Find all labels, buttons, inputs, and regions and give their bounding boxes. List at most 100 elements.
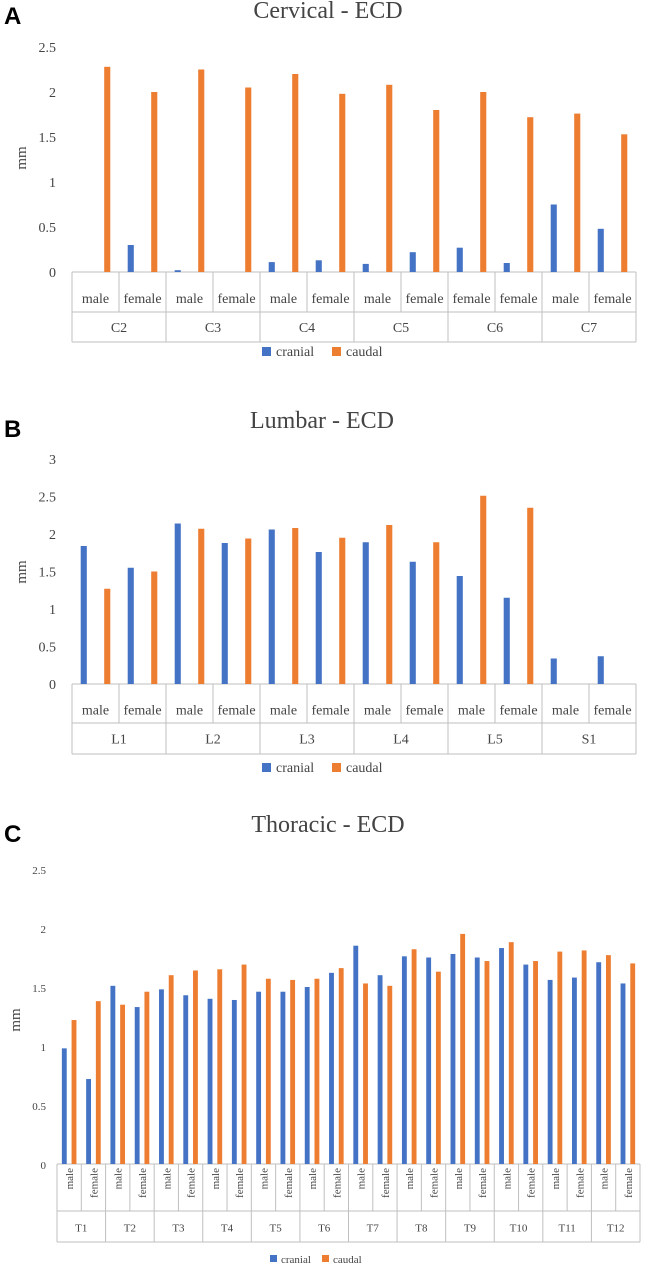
bar-caudal-a [574,113,581,272]
bar-caudal-c [557,951,563,1164]
bar-cranial-a [268,262,275,272]
bar-caudal-b [386,525,393,684]
chart-title-c: Thoracic - ECD [251,812,404,838]
y-tick-label-c: 0 [41,1160,47,1172]
bar-cranial-c [474,957,480,1164]
bar-caudal-a [104,66,111,272]
legend-c: cranial caudal [270,1254,362,1266]
legend-label-caudal-c: caudal [333,1254,362,1266]
plot-area-a: 0 0.5 1 1.5 2 2.5 male female male female male fema… [39,41,637,343]
group-label-c: T4 [221,1223,234,1235]
plot-area-c: 0 0.5 1 1.5 2 2.5 male female male female male fema… [32,865,641,1243]
bar-caudal-a [433,110,440,272]
bar-caudal-b [433,542,440,684]
y-tick-label-a: 0.5 [39,221,57,236]
bar-caudal-b [339,537,346,684]
category-label-c: male [113,1168,125,1189]
group-label-c: T9 [464,1223,477,1235]
group-label-b: L3 [299,733,315,748]
y-axis-label-b: mm [14,560,30,584]
category-label-c: male [64,1168,76,1189]
bar-cranial-a [362,263,369,272]
legend-swatch-cranial-b [262,763,271,772]
group-label-c: T8 [415,1223,428,1235]
panel-b: B Lumbar - ECD mm 0 0.5 1 1.5 2 2.5 3 male femal… [4,408,637,776]
bar-caudal-a [198,69,205,272]
panel-letter-a: A [4,3,21,30]
category-label-c: female [283,1168,295,1198]
category-label-a: female [123,292,161,307]
bar-caudal-c [460,933,466,1164]
category-label-c: male [599,1168,611,1189]
bar-caudal-a [480,92,487,272]
bar-cranial-c [401,956,407,1164]
group-label-c: T7 [367,1223,380,1235]
bar-caudal-c [120,1004,126,1164]
bar-caudal-b [245,538,252,684]
y-tick-label-b: 1 [49,603,56,618]
bar-caudal-c [533,961,538,1164]
y-tick-label-a: 0 [49,266,56,281]
bar-caudal-b [527,507,534,684]
bar-caudal-c [241,964,247,1164]
category-label-a: male [364,292,391,307]
group-label-c: T1 [75,1223,87,1235]
bar-caudal-c [265,978,271,1164]
category-label-c: male [453,1168,465,1189]
bar-caudal-c [290,979,296,1164]
chart-title-a: Cervical - ECD [253,0,402,24]
bar-cranial-b [456,576,463,684]
legend-swatch-caudal-b [332,763,341,772]
category-label-c: female [623,1168,635,1198]
bar-caudal-c [95,1001,101,1164]
category-label-a: female [499,292,537,307]
bar-cranial-a [503,263,510,272]
legend-swatch-cranial-c [270,1255,277,1262]
legend-label-cranial-a: cranial [276,345,314,360]
bar-caudal-a [292,74,299,272]
bar-cranial-c [547,979,553,1164]
category-label-a: female [593,292,631,307]
category-label-c: male [307,1168,319,1189]
bar-caudal-c [144,991,150,1164]
category-label-b: female [499,704,537,719]
bar-cranial-c [620,983,626,1164]
bar-caudal-a [245,87,252,272]
category-label-c: male [356,1168,368,1189]
category-label-b: male [552,704,579,719]
category-label-c: male [404,1168,416,1189]
y-tick-label-a: 2.5 [39,41,57,56]
bar-caudal-c [387,985,393,1164]
bar-caudal-c [363,983,368,1164]
y-tick-label-b: 2 [49,528,56,543]
category-label-b: male [364,704,391,719]
bar-caudal-a [527,117,534,272]
bar-caudal-b [480,495,487,684]
legend-label-cranial-b: cranial [276,761,314,776]
y-tick-label-a: 2 [49,86,56,101]
y-tick-label-c: 0.5 [32,1101,46,1113]
bar-caudal-c [338,968,344,1164]
panel-letter-c: C [4,821,21,848]
category-label-b: female [593,704,631,719]
bar-cranial-b [174,523,181,684]
bar-cranial-c [596,962,602,1164]
bar-cranial-b [80,546,87,684]
bar-caudal-c [484,961,490,1164]
group-label-c: T12 [607,1223,625,1235]
group-label-c: T2 [124,1223,136,1235]
bar-cranial-c [231,999,237,1164]
panel-a: A Cervical - ECD mm 0 0.5 1 1.5 2 2.5 male fema… [4,0,637,360]
bar-cranial-a [456,247,463,272]
y-tick-label-b: 1.5 [39,566,57,581]
category-label-c: female [380,1168,392,1198]
category-label-b: male [82,704,109,719]
group-label-b: L1 [111,733,127,748]
group-label-a: C2 [111,321,127,336]
bar-cranial-c [86,1079,92,1164]
bar-caudal-c [630,963,636,1164]
category-label-b: female [123,704,161,719]
y-tick-label-a: 1 [49,176,56,191]
